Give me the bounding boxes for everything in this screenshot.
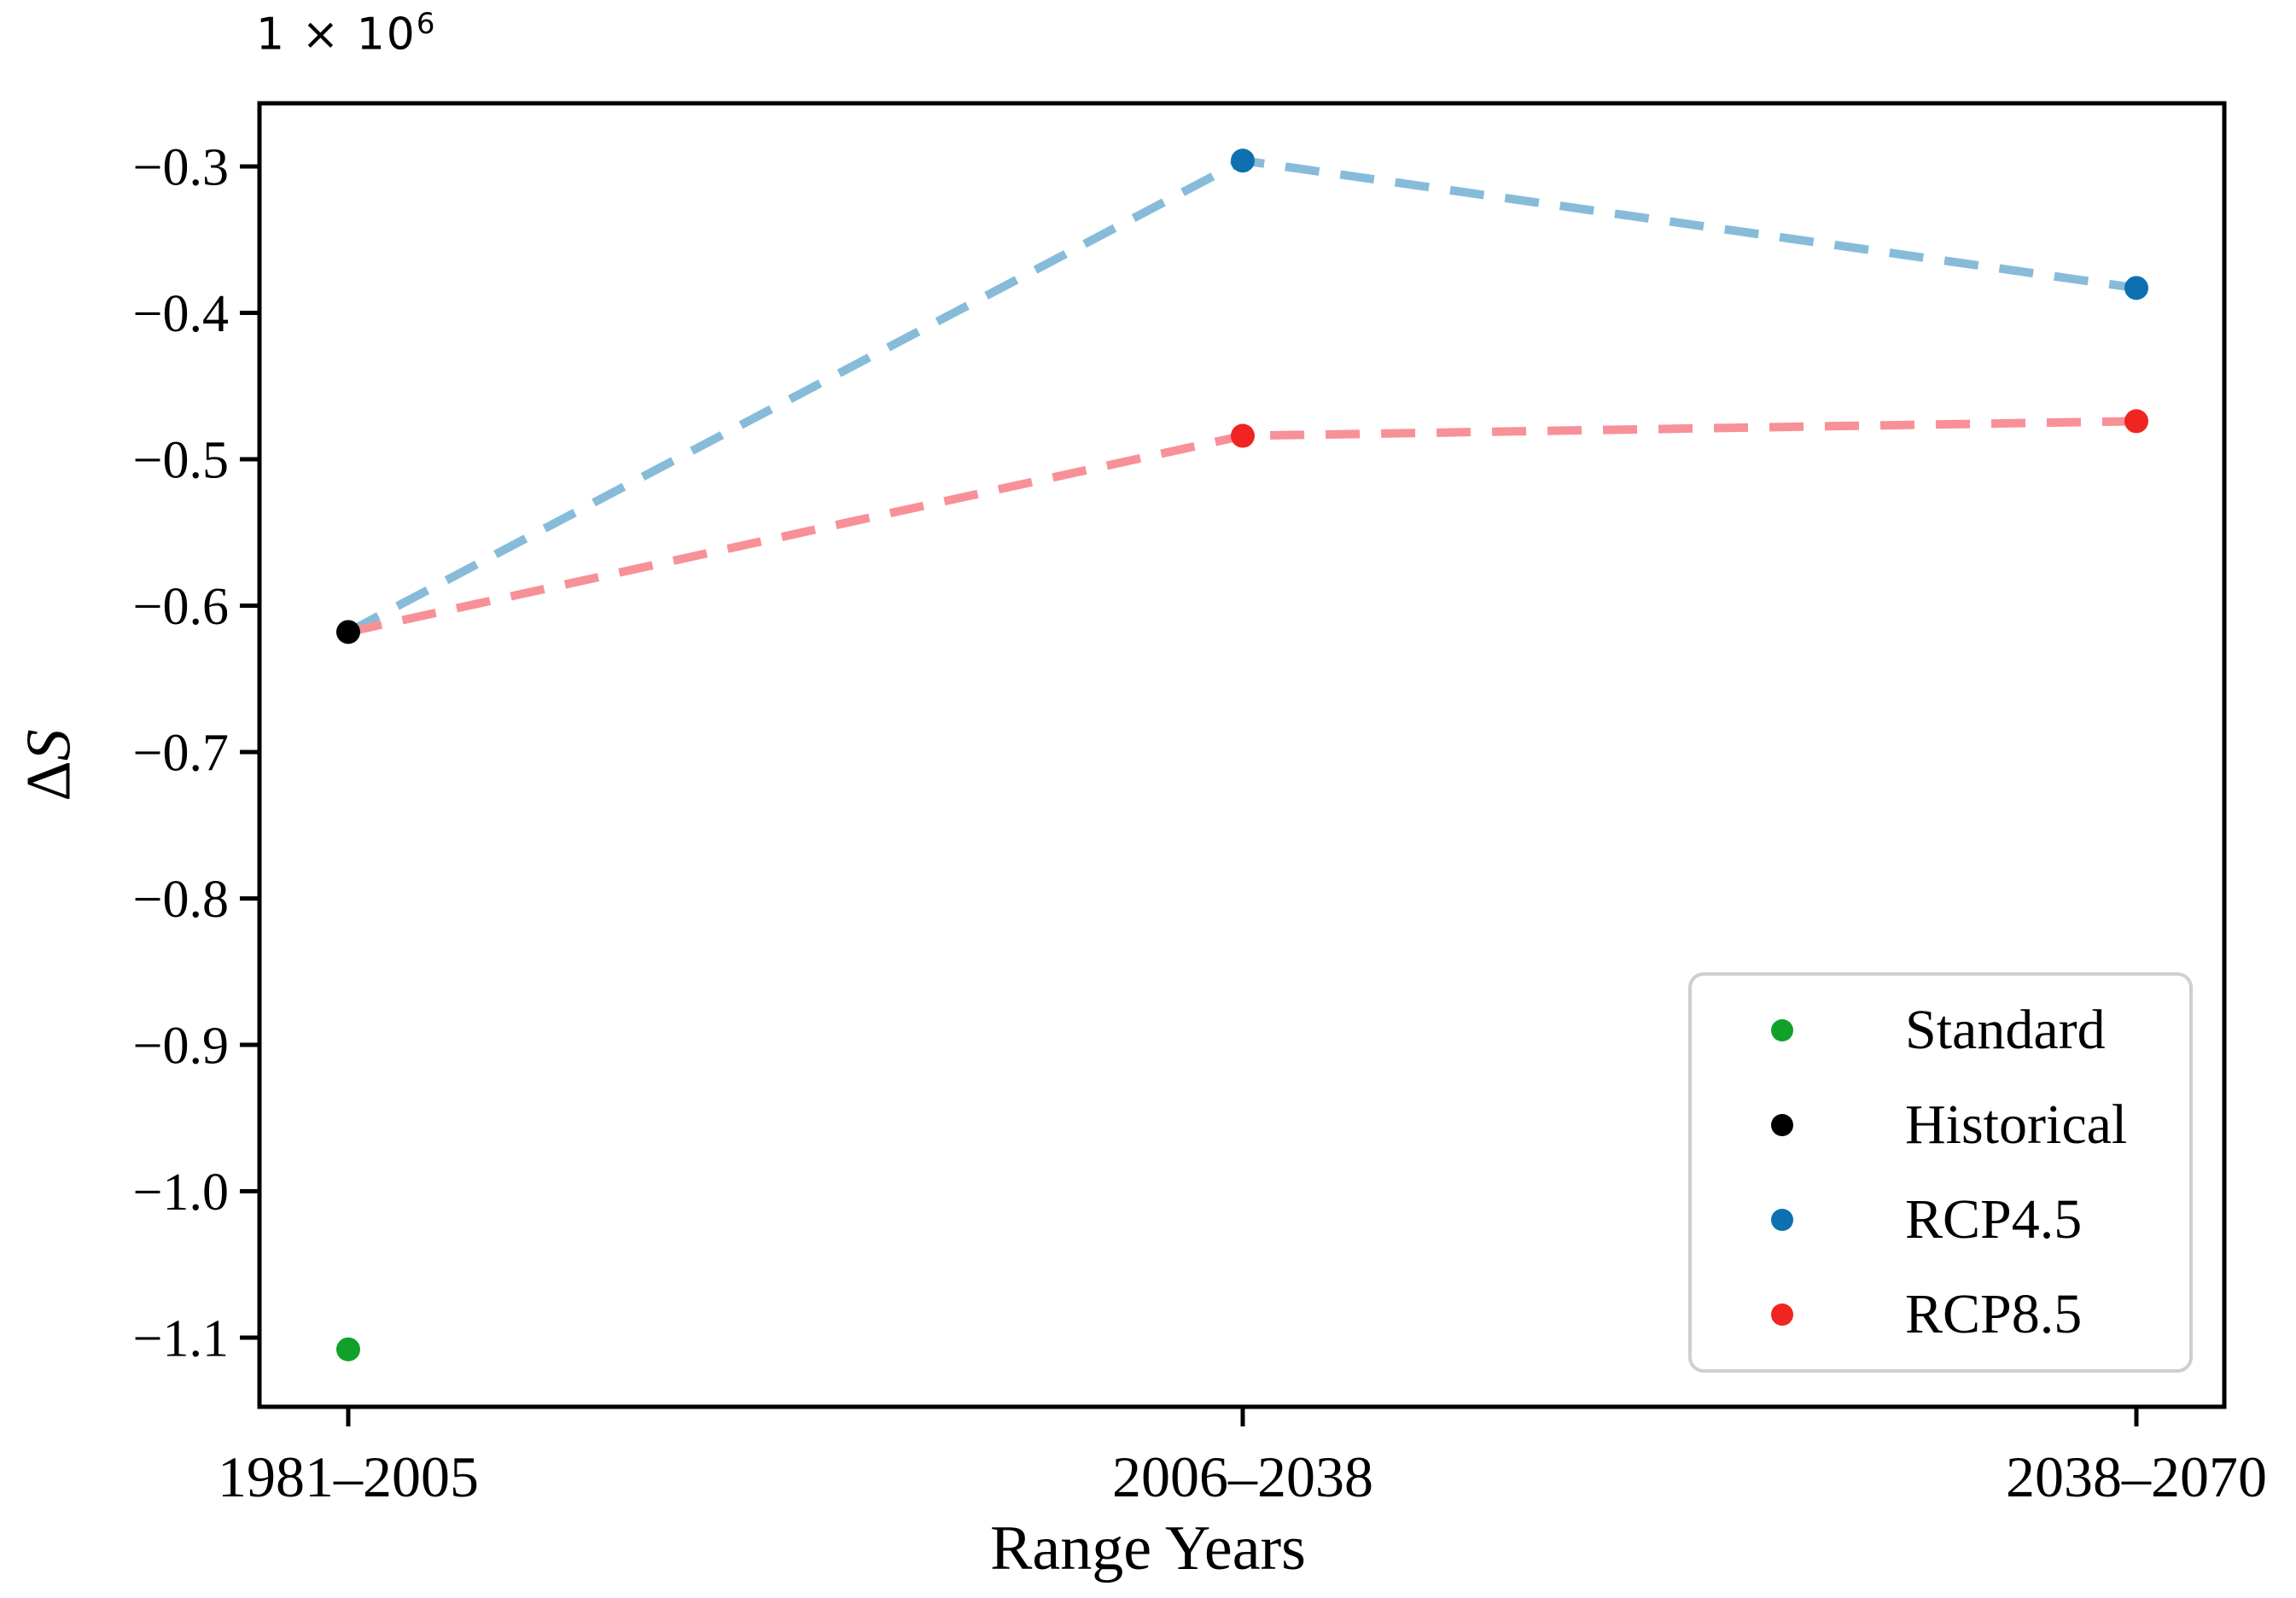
y-tick-label: −1.1	[133, 1310, 229, 1368]
offset-base: 1 × 10	[256, 9, 417, 61]
series-line-RCP4.5	[346, 155, 2137, 636]
y-axis-title: ΔS	[14, 663, 86, 868]
legend-marker-icon	[1771, 1303, 1793, 1326]
data-point-RCP8.5	[2124, 409, 2148, 434]
y-tick-label: −0.7	[133, 725, 229, 783]
legend-label: Historical	[1905, 1094, 2128, 1156]
data-point-RCP4.5	[1231, 149, 1255, 173]
y-tick-label: −0.9	[133, 1018, 229, 1076]
x-tick-label: 2006–2038	[1112, 1444, 1373, 1509]
y-tick-label: −0.8	[133, 871, 229, 929]
y-tick-label: −1.0	[133, 1164, 229, 1222]
legend-box: Standard Historical RCP4.5 RCP8.5	[1688, 972, 2193, 1373]
legend-label: RCP8.5	[1905, 1283, 2083, 1345]
y-tick-label: −0.6	[133, 578, 229, 636]
data-point-Historical	[336, 620, 360, 644]
legend-label: RCP4.5	[1905, 1188, 2083, 1251]
legend-label: Standard	[1905, 999, 2106, 1061]
legend-marker-icon	[1771, 1019, 1793, 1041]
x-axis-title: Range Years	[990, 1513, 1306, 1583]
x-tick-label: 1981–2005	[218, 1444, 479, 1509]
legend-marker-icon	[1771, 1209, 1793, 1231]
offset-exponent: 6	[416, 7, 437, 41]
y-axis-title-delta: Δ	[14, 761, 84, 802]
x-tick-label: 2038–2070	[2006, 1444, 2267, 1509]
data-point-Standard	[336, 1337, 360, 1362]
y-axis-title-s: S	[14, 729, 84, 761]
y-tick-label: −0.3	[133, 139, 229, 197]
data-point-RCP8.5	[1231, 423, 1255, 448]
y-axis-offset-text: 1 × 106	[256, 7, 437, 60]
data-point-RCP4.5	[2124, 276, 2148, 300]
legend-marker-icon	[1771, 1114, 1793, 1136]
y-tick-label: −0.5	[133, 432, 229, 490]
series-line-RCP8.5	[347, 417, 2137, 637]
y-tick-label: −0.4	[133, 285, 229, 343]
